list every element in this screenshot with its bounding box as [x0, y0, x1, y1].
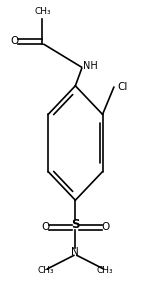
Text: Cl: Cl — [117, 82, 127, 92]
Text: CH₃: CH₃ — [34, 7, 51, 16]
Text: CH₃: CH₃ — [97, 266, 114, 275]
Text: N: N — [71, 247, 79, 257]
Text: O: O — [41, 222, 50, 232]
Text: O: O — [101, 222, 109, 232]
Text: O: O — [10, 37, 18, 46]
Text: CH₃: CH₃ — [37, 266, 54, 275]
Text: S: S — [71, 218, 80, 231]
Text: NH: NH — [83, 61, 98, 71]
